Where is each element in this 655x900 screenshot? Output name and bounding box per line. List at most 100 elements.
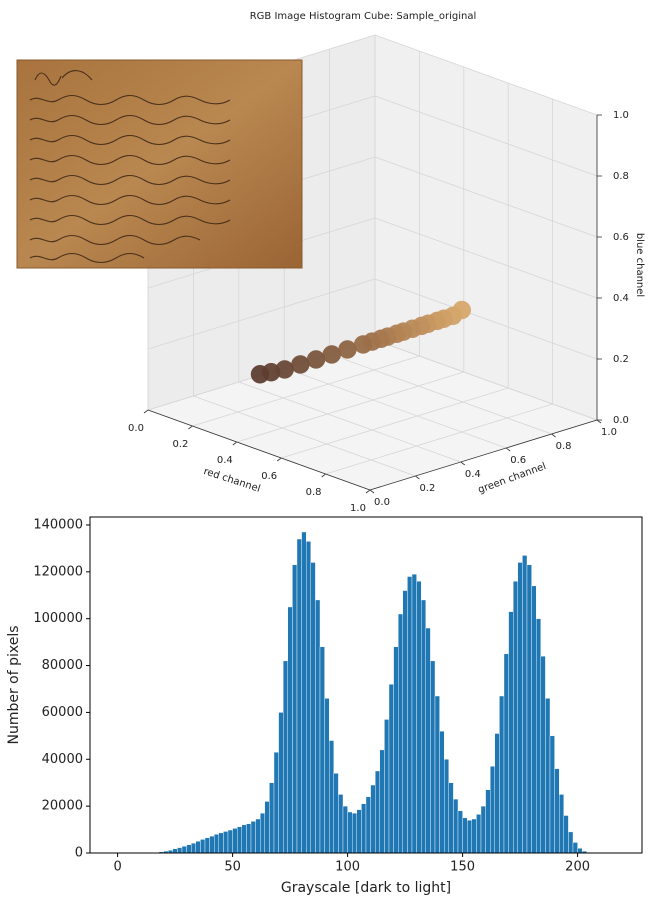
bar xyxy=(365,796,371,854)
bar xyxy=(375,770,381,854)
z-tick-label: 0.8 xyxy=(613,171,629,182)
x-tick-label: 50 xyxy=(224,860,241,875)
point xyxy=(338,340,357,359)
z-tick-label: 1.0 xyxy=(613,110,629,121)
bar xyxy=(172,848,178,854)
bar xyxy=(480,805,486,854)
bar xyxy=(577,848,583,854)
bar xyxy=(296,538,302,854)
x-tick-label: 0.8 xyxy=(306,487,322,498)
bar xyxy=(554,768,560,854)
z-tick-label: 0.6 xyxy=(613,232,629,243)
bar xyxy=(347,811,353,854)
bar xyxy=(306,541,312,854)
x-tick-label: 1.0 xyxy=(350,503,366,514)
bar xyxy=(273,752,279,854)
bar xyxy=(255,818,261,854)
y-tick-label: 60000 xyxy=(42,705,83,720)
grid-line xyxy=(281,387,509,459)
bar xyxy=(361,803,367,854)
bar xyxy=(517,562,523,854)
bar xyxy=(292,564,298,854)
grid-line xyxy=(284,367,507,449)
tick-mark xyxy=(188,425,193,430)
bar xyxy=(549,735,555,854)
y-tick-label: 0.2 xyxy=(419,483,435,494)
grid-line xyxy=(236,371,464,443)
bar xyxy=(430,660,436,854)
x-axis-label: Grayscale [dark to light] xyxy=(281,880,451,896)
bar xyxy=(411,573,417,854)
bar xyxy=(508,611,514,854)
y-tick-label: 0 xyxy=(75,846,83,861)
bar xyxy=(462,817,468,854)
y-axis xyxy=(369,419,598,491)
bar xyxy=(503,653,509,854)
bar xyxy=(513,581,519,854)
bar xyxy=(241,824,247,854)
bar xyxy=(439,730,445,854)
y-tick-label: 120000 xyxy=(33,564,83,579)
y-axis-label: Number of pixels xyxy=(6,625,22,744)
grid-line xyxy=(374,339,598,421)
x-tick-label: 200 xyxy=(565,860,590,875)
bar xyxy=(421,599,427,854)
bar xyxy=(333,773,339,854)
grid-line xyxy=(374,95,598,177)
bar xyxy=(407,576,413,854)
bar xyxy=(269,782,275,854)
bar xyxy=(471,818,477,854)
bar xyxy=(283,660,289,854)
point xyxy=(291,355,310,374)
bar xyxy=(485,789,491,854)
x-tick-label: 0.6 xyxy=(261,471,277,482)
y-axis-label: green channel xyxy=(477,461,548,496)
y-tick-label: 40000 xyxy=(42,752,83,767)
grid-line xyxy=(325,403,553,475)
grid-line xyxy=(192,355,420,427)
tick-mark xyxy=(321,473,326,478)
tick-mark xyxy=(596,419,602,424)
bar xyxy=(522,555,528,854)
histogram-plot: 0 50 100 150 200 0 20000 40000 60000 80000 100000 1… xyxy=(6,516,643,896)
tick-mark xyxy=(232,441,238,446)
bar xyxy=(190,842,196,854)
x-tick-label: 150 xyxy=(450,860,475,875)
bar xyxy=(398,613,404,854)
bar xyxy=(329,740,335,854)
bar xyxy=(246,823,252,854)
y-tick-label: 0.6 xyxy=(510,455,526,466)
grid-line xyxy=(374,156,598,238)
chart-title: RGB Image Histogram Cube: Sample_origina… xyxy=(250,11,477,22)
bar xyxy=(218,832,224,854)
bar xyxy=(467,819,473,854)
bar xyxy=(260,812,266,854)
bar xyxy=(540,655,546,854)
bar xyxy=(384,719,390,854)
bar xyxy=(200,839,206,854)
z-tick-label: 0.2 xyxy=(613,354,629,365)
bar xyxy=(568,831,574,854)
bar xyxy=(563,815,569,854)
bar xyxy=(186,844,192,854)
point xyxy=(322,345,341,364)
y-tick-label: 140000 xyxy=(33,517,83,532)
z-tick-label: 0.0 xyxy=(613,415,629,426)
bar xyxy=(319,646,325,854)
y-tick-label: 0.4 xyxy=(465,469,481,480)
grid-line xyxy=(374,217,598,299)
document-image xyxy=(16,59,303,269)
tick-mark xyxy=(415,475,420,480)
bar xyxy=(181,846,187,854)
bar xyxy=(545,698,551,854)
x-axis xyxy=(147,409,371,491)
point xyxy=(452,300,472,320)
x-tick-label: 0.2 xyxy=(172,439,188,450)
bar xyxy=(457,810,463,854)
grid-line xyxy=(147,278,376,350)
bar xyxy=(204,837,210,854)
y-tick-label: 80000 xyxy=(42,658,83,673)
x-axis-label: red channel xyxy=(202,466,262,495)
x-tick-label: 100 xyxy=(335,860,360,875)
x-tick-label: 0 xyxy=(113,860,121,875)
